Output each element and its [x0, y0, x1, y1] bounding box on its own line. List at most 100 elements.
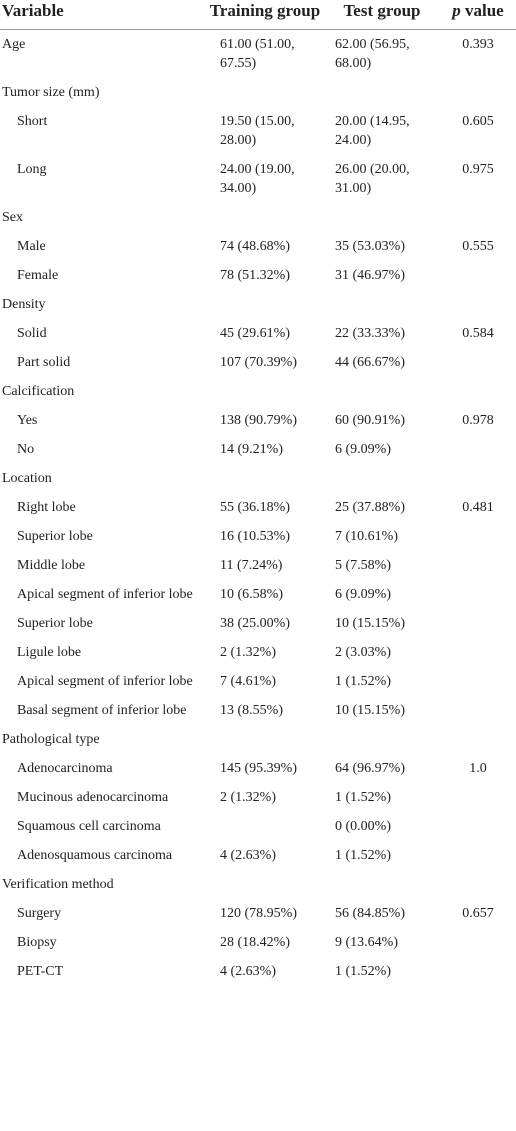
test-cell: 26.00 (20.00, 31.00) [335, 162, 410, 196]
p-cell [440, 812, 516, 841]
header-cell: p value [440, 0, 516, 30]
test-cell: 1 (1.52%) [335, 790, 391, 805]
test-cell: 2 (3.03%) [335, 645, 391, 660]
sub-row: Surgery 120 (78.95%) 56 (84.85%) 0.657 [0, 899, 516, 928]
test-cell: 31 (46.97%) [335, 268, 405, 283]
p-cell [440, 783, 516, 812]
variable-cell: No [17, 442, 35, 457]
training-cell: 107 (70.39%) [220, 355, 297, 370]
p-cell [440, 78, 516, 107]
p-cell: 0.481 [462, 500, 494, 515]
variable-cell: Part solid [17, 355, 71, 370]
test-cell: 7 (10.61%) [335, 529, 398, 544]
training-cell: 14 (9.21%) [220, 442, 283, 457]
training-cell: 138 (90.79%) [220, 413, 297, 428]
p-cell: 0.393 [462, 37, 494, 52]
p-cell: 0.975 [462, 162, 494, 177]
header-text: value [465, 1, 504, 20]
sub-row: Solid 45 (29.61%) 22 (33.33%) 0.584 [0, 319, 516, 348]
variable-cell: Location [2, 471, 52, 486]
variable-cell: Squamous cell carcinoma [17, 819, 161, 834]
variable-cell: Short [17, 114, 48, 129]
variable-cell: Middle lobe [17, 558, 86, 573]
group-row: Location [0, 464, 516, 493]
test-cell: 35 (53.03%) [335, 239, 405, 254]
table-body: Age 61.00 (51.00, 67.55) 62.00 (56.95, 68.… [0, 30, 516, 987]
test-cell [324, 290, 440, 319]
variable-cell: Male [17, 239, 46, 254]
variable-cell: Sex [2, 210, 23, 225]
p-cell: 0.657 [462, 906, 494, 921]
training-cell: 145 (95.39%) [220, 761, 297, 776]
variable-cell: Pathological type [2, 732, 100, 747]
sub-row: Superior lobe 16 (10.53%) 7 (10.61%) [0, 522, 516, 551]
p-cell: 0.978 [462, 413, 494, 428]
test-cell [324, 870, 440, 899]
sub-row: Short 19.50 (15.00, 28.00) 20.00 (14.95, 2… [0, 107, 516, 155]
sub-row: Apical segment of inferior lobe 7 (4.61%)… [0, 667, 516, 696]
variable-cell: Surgery [17, 906, 62, 921]
p-cell [440, 609, 516, 638]
sub-row: Biopsy 28 (18.42%) 9 (13.64%) [0, 928, 516, 957]
sub-row: Apical segment of inferior lobe 10 (6.58%… [0, 580, 516, 609]
p-cell [440, 522, 516, 551]
group-row: Calcification [0, 377, 516, 406]
p-cell: 0.555 [462, 239, 494, 254]
test-cell: 20.00 (14.95, 24.00) [335, 114, 410, 148]
test-cell [324, 203, 440, 232]
training-cell: 78 (51.32%) [220, 268, 290, 283]
sub-row: Part solid 107 (70.39%) 44 (66.67%) [0, 348, 516, 377]
training-cell [206, 464, 324, 493]
training-cell [206, 812, 324, 841]
test-cell: 0 (0.00%) [335, 819, 391, 834]
training-cell: 45 (29.61%) [220, 326, 290, 341]
test-cell: 1 (1.52%) [335, 848, 391, 863]
training-cell: 74 (48.68%) [220, 239, 290, 254]
sub-row: Female 78 (51.32%) 31 (46.97%) [0, 261, 516, 290]
test-cell: 25 (37.88%) [335, 500, 405, 515]
training-cell [206, 203, 324, 232]
training-cell [206, 290, 324, 319]
data-table: Variable Training group Test group p val… [0, 0, 516, 987]
variable-cell: Superior lobe [17, 616, 93, 631]
variable-cell: Apical segment of inferior lobe [17, 674, 193, 689]
training-cell [206, 377, 324, 406]
group-row: Tumor size (mm) [0, 78, 516, 107]
sub-row: Adenocarcinoma 145 (95.39%) 64 (96.97%) 1.0 [0, 754, 516, 783]
training-cell: 10 (6.58%) [220, 587, 283, 602]
variable-cell: Verification method [2, 877, 114, 892]
training-cell: 2 (1.32%) [220, 645, 276, 660]
test-cell: 1 (1.52%) [335, 964, 391, 979]
variable-cell: Female [17, 268, 59, 283]
variable-cell: Density [2, 297, 46, 312]
test-cell [324, 377, 440, 406]
sub-row: Mucinous adenocarcinoma 2 (1.32%) 1 (1.52%… [0, 783, 516, 812]
training-cell: 24.00 (19.00, 34.00) [220, 162, 295, 196]
training-cell: 55 (36.18%) [220, 500, 290, 515]
variable-cell: Mucinous adenocarcinoma [17, 790, 169, 805]
variable-cell: Adenosquamous carcinoma [17, 848, 173, 863]
sub-row: Right lobe 55 (36.18%) 25 (37.88%) 0.481 [0, 493, 516, 522]
training-cell [206, 870, 324, 899]
variable-cell: Tumor size (mm) [2, 85, 100, 100]
variable-cell: Calcification [2, 384, 75, 399]
p-cell [440, 464, 516, 493]
test-cell: 5 (7.58%) [335, 558, 391, 573]
p-cell [440, 667, 516, 696]
variable-cell: Basal segment of inferior lobe [17, 703, 187, 718]
training-cell: 4 (2.63%) [220, 848, 276, 863]
training-cell: 120 (78.95%) [220, 906, 297, 921]
header-cell: Variable [0, 0, 206, 30]
test-cell: 9 (13.64%) [335, 935, 398, 950]
p-cell: 0.584 [462, 326, 494, 341]
variable-cell: Ligule lobe [17, 645, 82, 660]
variable-cell: Apical segment of inferior lobe [17, 587, 193, 602]
header-row: Variable Training group Test group p val… [0, 0, 516, 30]
variable-cell: Solid [17, 326, 47, 341]
test-cell: 1 (1.52%) [335, 674, 391, 689]
p-cell [440, 841, 516, 870]
p-cell: 0.605 [462, 114, 494, 129]
training-cell [206, 78, 324, 107]
test-cell [324, 464, 440, 493]
